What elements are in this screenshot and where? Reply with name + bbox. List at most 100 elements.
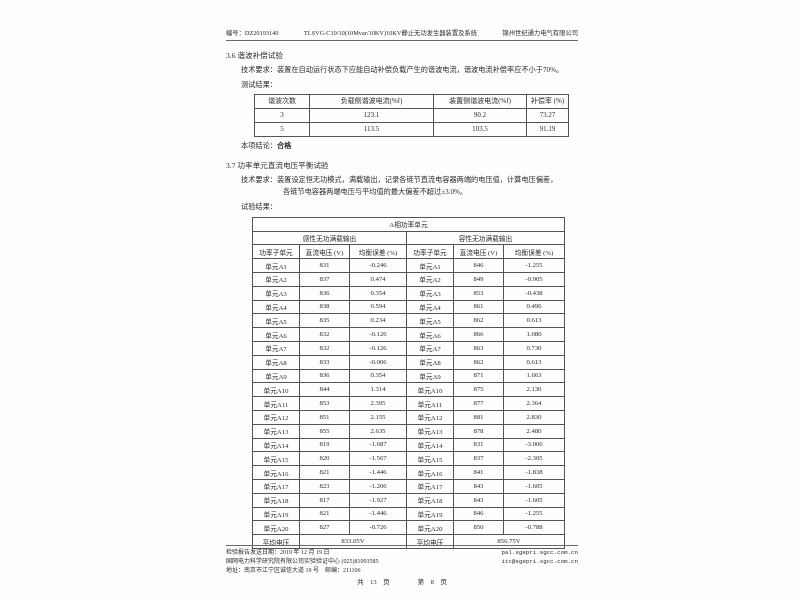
organization-line: 国网电力科学研究院有限公司实验验证中心 (025)81093585 [226,559,379,565]
section-3-7-requirement-line1: 技术要求：装置设定恒无功模式，满载输出，记录各链节直流电容器两端的电压值，计算电… [241,176,558,185]
table-cell: 单元A7 [252,340,300,356]
table-header-cell: 直流电压 (V) [453,244,504,260]
table-cell: 0.496 [503,299,565,315]
section-3-7-results-label: 试验结果： [241,202,277,211]
table-header-cell: 均衡误差 (%) [503,244,565,260]
table-row: 单元A15 820 -1.567 单元A15 837 -2.305 [252,451,565,467]
section-3-6-requirement: 技术要求：装置在自动运行状态下应能自动补偿负载产生的谐波电流，谐波电流补偿率应不… [241,66,564,74]
page-footer: 检验报告发送日期：2019 年 12 月 19 日 国网电力科学研究院有限公司实… [226,545,578,588]
table-cell: 单元A1 [406,258,454,273]
table-cell: 862 [453,313,504,329]
page-number-line: 共 13 页 第 8 页 [226,578,578,588]
table-row: 5 113.5 103.5 91.19 [254,121,569,137]
group-header-inductive: 感性无功满载输出 [252,230,407,246]
total-pages: 共 13 页 [357,579,390,586]
table-cell: 2.830 [503,409,565,425]
table-header-cell: 功率子单元 [252,244,300,260]
table-cell: 843 [453,492,504,508]
table-cell: -1.605 [503,478,565,494]
table-header-cell: 装置侧谐波电流(%f) [433,93,527,109]
table-cell: 单元A1 [252,258,300,273]
table-cell: 2.635 [349,423,407,439]
group-header-capacitive: 容性无功满载输出 [406,230,565,246]
table-cell: 849 [453,271,504,287]
table-cell: 0.730 [503,340,565,356]
conclusion-label: 本项结论： [241,141,277,150]
company-name: 锦州世纪通力电气有限公司 [502,30,578,37]
table-cell: 123.1 [309,107,434,123]
table-cell: 855 [299,423,350,439]
table-cell: 单元A10 [252,382,300,398]
table-cell: 2.480 [503,423,565,439]
table-cell: 0.613 [503,354,565,370]
table-row: 单元A14 819 -1.687 单元A14 831 -3.006 [252,437,565,453]
table-cell: 单元A11 [252,396,300,411]
page-content: 编号：DZ20193140 TLSVG-C10/10(10Mvar/10KV)1… [226,28,578,549]
table-cell: 单元A4 [406,299,454,315]
section-3-7-requirement-line2: 各链节电容器两端电压与平均值的最大偏差不超过±3.0%。 [283,188,468,197]
table-cell: 1.663 [503,368,565,384]
section-3-6-conclusion: 本项结论：合格 [241,141,578,152]
table-cell: 单元A14 [406,437,454,453]
table-cell: -0.006 [349,354,407,370]
table-header-cell: 直流电压 (V) [299,244,350,260]
table-cell: 单元A12 [252,409,300,425]
table-row: 单元A6 832 -0.126 单元A6 866 1.080 [252,327,565,342]
table-cell: 73.27 [526,107,569,123]
conclusion-value: 合格 [276,141,292,150]
current-page: 第 8 页 [417,579,447,586]
table-cell: 841 [453,465,504,480]
table-cell: 863 [453,340,504,356]
table-cell: 831 [453,437,504,453]
table-cell: 单元A19 [252,506,300,522]
table-header-cell: 补偿率 (%) [526,93,569,109]
table-cell: -1.567 [349,451,407,467]
table-cell: 846 [453,258,504,273]
table-cell: 单元A16 [252,465,300,480]
table-cell: 单元A18 [252,492,300,508]
table-cell: 单元A17 [252,478,300,494]
table-cell: 846 [453,506,504,522]
doc-title: TLSVG-C10/10(10Mvar/10KV)10KV静止无功发生器装置及系… [303,30,478,37]
section-3-7-heading: 3.7 功率单元直流电压平衡试验 [226,161,329,171]
table-cell: 2.364 [503,396,565,411]
table-cell: 91.19 [526,121,569,137]
footer-right-block: pal.sgepri.sgcc.com.cn itc@sgepri.sgcc.c… [501,549,578,576]
table-cell: 单元A15 [252,451,300,467]
website-line-2: itc@sgepri.sgcc.com.cn [501,557,578,565]
section-3-6-heading: 3.6 谐波补偿试验 [226,51,283,60]
table-row: 单元A19 821 -1.446 单元A19 846 -1.255 [252,506,565,522]
table-cell: 单元A2 [252,271,300,287]
table-cell: 0.613 [503,313,565,329]
table-row: 单元A1 831 -0.246 单元A1 846 -1.255 [252,258,565,273]
table-cell: 单元A3 [252,285,300,301]
table-row: 单元A16 821 -1.446 单元A16 841 -1.838 [252,465,565,480]
table-cell: -0.788 [503,520,565,536]
table-header-cell: 负载侧谐波电流(%f) [309,93,434,109]
table-cell: 878 [453,423,504,439]
table-cell: -1.687 [349,437,407,453]
table-cell: 823 [299,478,350,494]
table-cell: 877 [453,396,504,411]
table-header-row: 谐波次数 负载侧谐波电流(%f) 装置侧谐波电流(%f) 补偿率 (%) [254,93,569,109]
table-cell: 827 [299,520,350,536]
table-row: 3 123.1 90.2 73.27 [254,107,569,123]
table-cell: -1.446 [349,506,407,522]
table-cell: 90.2 [433,107,527,123]
table-cell: 单元A8 [252,354,300,370]
table-cell: 851 [299,409,350,425]
table-cell: 单元A10 [406,382,454,398]
table-cell: 844 [299,382,350,398]
table-cell: 单元A4 [252,299,300,315]
dc-voltage-balance-table: A相功率单元 感性无功满载输出 容性无功满载输出 功率子单元 直流电压 (V) … [252,216,565,549]
table-cell: 820 [299,451,350,467]
table-cell: 单元A13 [406,423,454,439]
table-cell: 838 [299,299,350,315]
table-header-row: 功率子单元 直流电压 (V) 均衡误差 (%) 功率子单元 直流电压 (V) 均… [252,244,565,260]
table-cell: -0.246 [349,258,407,273]
table-row: 单元A7 832 -0.126 单元A7 863 0.730 [252,340,565,356]
table-cell: 862 [453,354,504,370]
table-cell: 837 [453,451,504,467]
table-cell: 821 [299,506,350,522]
